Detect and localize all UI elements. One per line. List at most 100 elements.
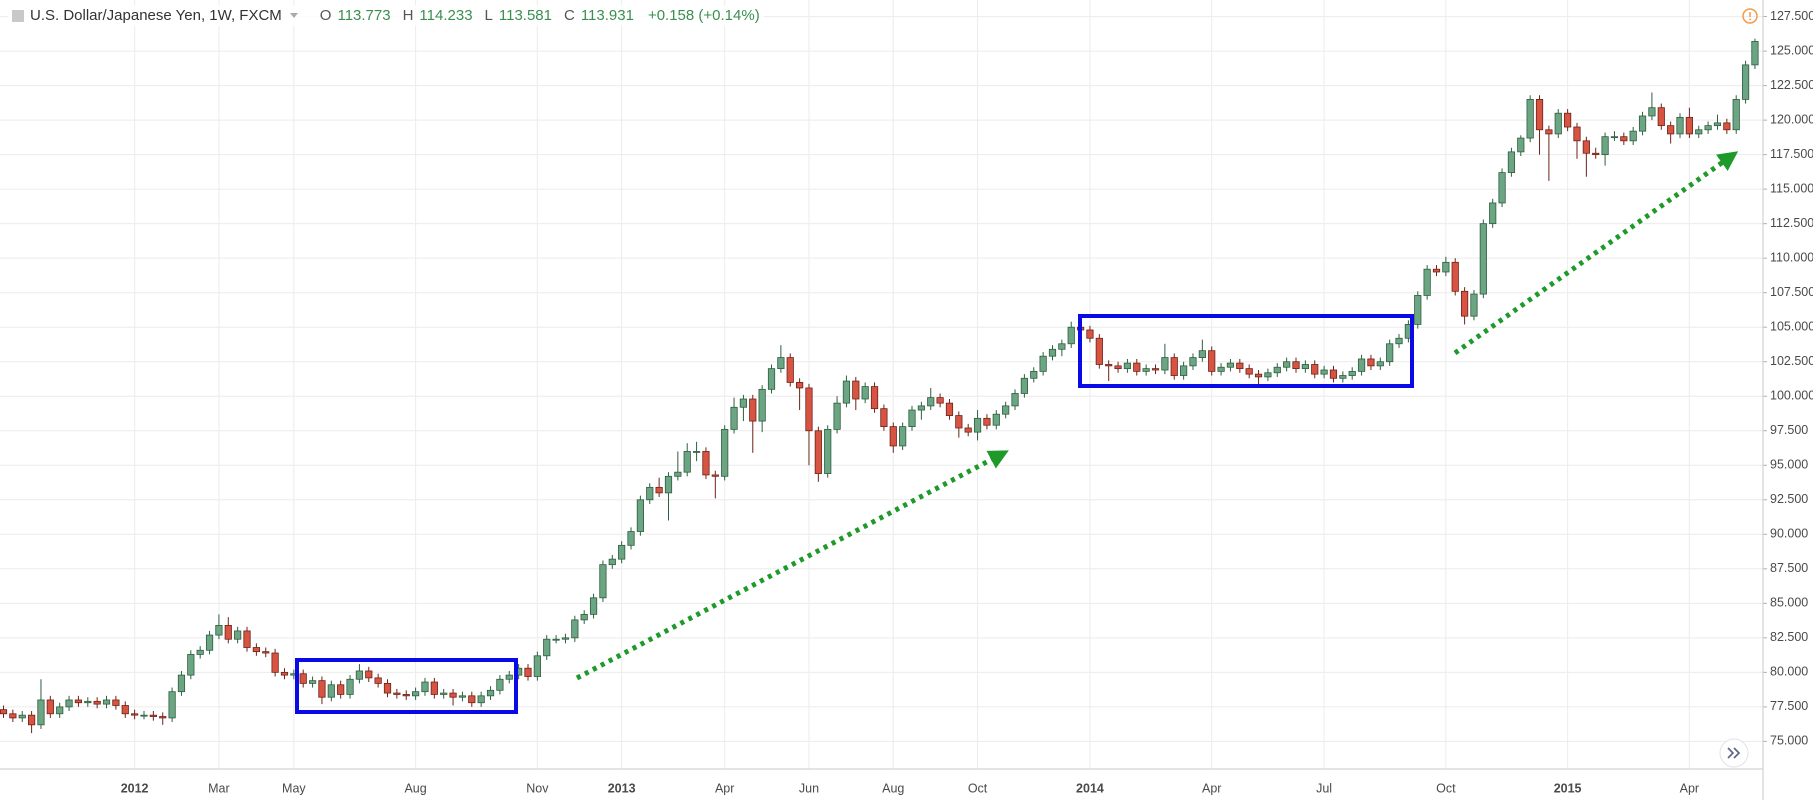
- y-tick-label: 120.000: [1770, 112, 1813, 126]
- x-tick-label: Nov: [526, 781, 549, 795]
- candle-body: [1648, 107, 1656, 117]
- candle-body: [468, 695, 476, 704]
- candle-body: [618, 544, 626, 560]
- candle-body: [927, 397, 935, 407]
- candle-body: [65, 699, 73, 708]
- candle-body: [224, 625, 232, 640]
- y-tick-label: 85.000: [1770, 596, 1808, 610]
- y-tick-label: 105.000: [1770, 320, 1813, 334]
- candle-body: [486, 689, 495, 697]
- candle-body: [1704, 125, 1712, 131]
- candle-body: [1386, 343, 1394, 363]
- candle-body: [599, 564, 607, 599]
- x-tick-label: Oct: [1436, 781, 1456, 795]
- x-tick-label: Apr: [1680, 781, 1699, 795]
- ohlc-key: L: [484, 7, 493, 24]
- candle-body: [955, 415, 963, 429]
- y-tick-label: 122.500: [1770, 78, 1813, 92]
- candle-body: [205, 634, 214, 651]
- candle-body: [1554, 112, 1562, 135]
- candle-body: [1713, 122, 1722, 127]
- y-tick-label: 117.500: [1770, 147, 1813, 161]
- candle-body: [168, 691, 176, 719]
- ohlc-key: C: [563, 7, 575, 24]
- candle-body: [524, 667, 532, 677]
- x-tick-label: Apr: [1202, 781, 1221, 795]
- candle-body: [1751, 41, 1759, 66]
- candle-body: [1320, 369, 1328, 375]
- candle-body: [1676, 116, 1684, 135]
- candle-body: [1507, 151, 1516, 173]
- candle-body: [1283, 361, 1291, 368]
- candle-body: [215, 625, 223, 636]
- x-tick-label: Mar: [208, 781, 230, 795]
- alert-icon[interactable]: [1742, 8, 1758, 24]
- candle-body: [56, 706, 64, 715]
- candle-body: [1245, 368, 1253, 375]
- candle-body: [1254, 373, 1263, 378]
- x-tick-label: Jul: [1316, 781, 1332, 795]
- candle-body: [1498, 172, 1506, 204]
- x-tick-label: Aug: [882, 781, 904, 795]
- candle-body: [889, 426, 897, 447]
- candle-body: [27, 714, 36, 726]
- candle-body: [1685, 116, 1693, 135]
- candle-body: [1301, 364, 1309, 370]
- candle-body: [1348, 370, 1356, 376]
- candle-body: [721, 428, 729, 477]
- y-tick-label: 125.000: [1770, 43, 1813, 57]
- candle-body: [1198, 350, 1206, 358]
- candle-body: [458, 695, 467, 698]
- candle-body: [1217, 366, 1225, 372]
- grid: [0, 0, 1767, 769]
- x-tick-label: Aug: [404, 781, 426, 795]
- y-tick-label: 97.500: [1770, 423, 1808, 437]
- candle-body: [1573, 126, 1581, 142]
- y-tick-label: 110.000: [1770, 250, 1813, 264]
- candle-body: [449, 692, 457, 698]
- x-tick-label: Oct: [968, 781, 988, 795]
- candle-body: [730, 406, 738, 430]
- candle-body: [1545, 129, 1553, 135]
- candle-body: [758, 388, 766, 422]
- candle-body: [177, 674, 186, 693]
- change: +0.158 (+0.14%): [647, 7, 760, 24]
- x-tick-label: Apr: [715, 781, 734, 795]
- candle-body: [580, 613, 588, 621]
- candle-body: [262, 651, 270, 654]
- candle-body: [917, 405, 925, 411]
- candle-body: [365, 670, 373, 679]
- candle-body: [1264, 372, 1272, 378]
- candle-body: [1151, 368, 1160, 371]
- scroll-button[interactable]: [1719, 738, 1749, 768]
- candle-body: [636, 499, 644, 532]
- candle-body: [814, 430, 822, 474]
- candle-body: [1329, 369, 1338, 379]
- candle-body: [1479, 223, 1487, 295]
- candle-body: [18, 714, 26, 719]
- candle-body: [683, 451, 691, 473]
- candle-body: [1030, 370, 1038, 379]
- candle-body: [412, 691, 420, 697]
- candle-body: [852, 380, 860, 400]
- candle-body: [777, 357, 785, 370]
- ohlc-value: 114.233: [419, 7, 473, 24]
- candle-body: [1114, 365, 1122, 370]
- candle-body: [84, 700, 92, 704]
- candle-body: [842, 380, 851, 404]
- candle-body: [1620, 136, 1628, 142]
- candle-body: [196, 649, 204, 655]
- candle-body: [131, 713, 139, 716]
- candle-body: [112, 699, 120, 706]
- candle-body: [1058, 343, 1066, 350]
- candle-body: [1020, 377, 1028, 394]
- x-tick-label: 2012: [121, 781, 149, 795]
- y-tick-label: 112.500: [1770, 216, 1813, 230]
- dropdown-caret[interactable]: [289, 13, 298, 18]
- candle-body: [280, 671, 289, 676]
- candle-body: [1535, 99, 1544, 131]
- range-box: [295, 658, 518, 714]
- candle-body: [796, 382, 804, 389]
